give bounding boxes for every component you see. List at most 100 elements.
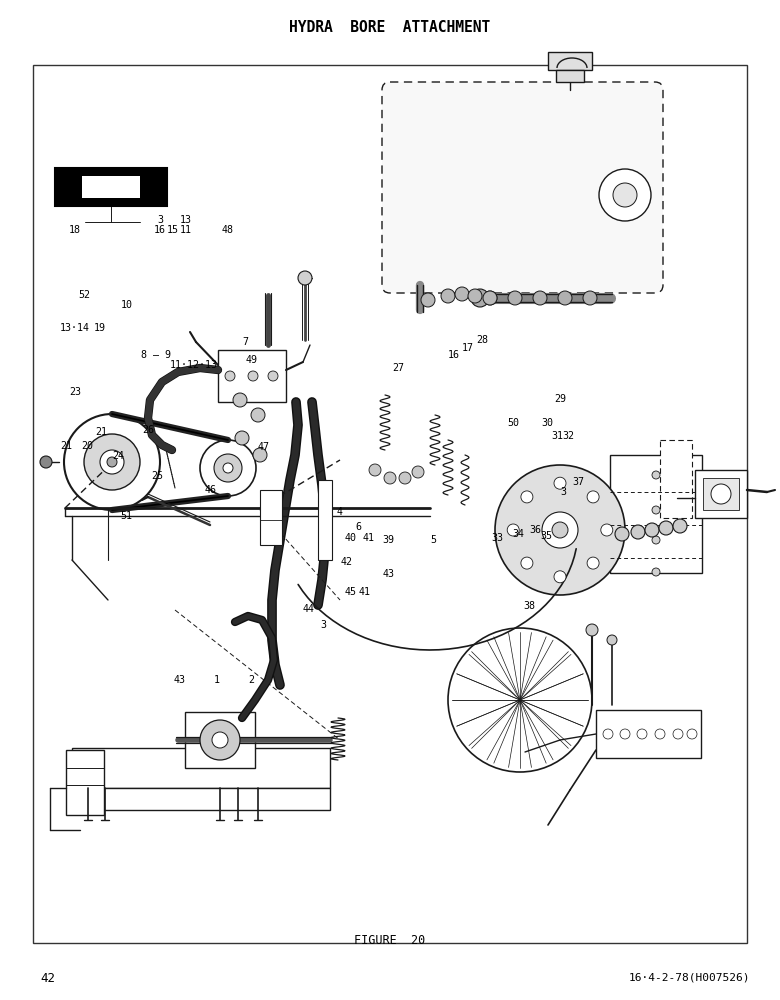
Circle shape — [607, 635, 617, 645]
Text: 43: 43 — [382, 569, 395, 579]
Circle shape — [412, 466, 424, 478]
Circle shape — [631, 525, 645, 539]
Circle shape — [455, 287, 469, 301]
Text: 37: 37 — [573, 477, 585, 487]
Circle shape — [225, 371, 235, 381]
Circle shape — [586, 624, 598, 636]
Text: 36: 36 — [529, 525, 541, 535]
Text: 49: 49 — [245, 355, 257, 365]
Circle shape — [507, 524, 519, 536]
Circle shape — [508, 291, 522, 305]
Circle shape — [251, 408, 265, 422]
Circle shape — [84, 434, 140, 490]
Bar — [260, 490, 282, 545]
Circle shape — [468, 289, 482, 303]
Circle shape — [613, 183, 637, 207]
Circle shape — [483, 291, 497, 305]
Text: HYDRA  BORE  ATTACHMENT: HYDRA BORE ATTACHMENT — [289, 20, 491, 35]
Text: 33: 33 — [491, 533, 504, 543]
Text: 39: 39 — [382, 535, 395, 545]
Circle shape — [64, 414, 160, 510]
Circle shape — [687, 729, 697, 739]
Bar — [318, 480, 332, 560]
Circle shape — [603, 729, 613, 739]
Text: 30: 30 — [541, 418, 554, 428]
Circle shape — [587, 557, 599, 569]
Circle shape — [711, 484, 731, 504]
Circle shape — [655, 729, 665, 739]
Text: 29: 29 — [554, 394, 566, 404]
Text: 31: 31 — [551, 431, 563, 441]
Text: 34: 34 — [512, 529, 525, 539]
Circle shape — [441, 289, 455, 303]
Circle shape — [652, 536, 660, 544]
Bar — [33, 65, 747, 943]
Text: 45: 45 — [345, 587, 357, 597]
Circle shape — [542, 512, 578, 548]
Circle shape — [558, 291, 572, 305]
Text: 17: 17 — [462, 343, 474, 353]
Circle shape — [533, 291, 547, 305]
Text: 24: 24 — [112, 451, 125, 461]
Circle shape — [268, 371, 278, 381]
Circle shape — [673, 729, 683, 739]
Text: 18: 18 — [69, 225, 81, 235]
Text: 15: 15 — [167, 225, 179, 235]
Circle shape — [471, 289, 489, 307]
Bar — [695, 470, 747, 518]
Text: 13·14: 13·14 — [60, 323, 90, 333]
Text: 28: 28 — [476, 335, 488, 345]
Text: 51: 51 — [120, 511, 133, 521]
Circle shape — [554, 571, 566, 583]
Bar — [660, 440, 692, 518]
Circle shape — [421, 293, 435, 307]
Text: 3: 3 — [157, 215, 163, 225]
Circle shape — [448, 628, 592, 772]
Circle shape — [652, 568, 660, 576]
Bar — [66, 750, 104, 815]
Circle shape — [521, 491, 533, 503]
Text: 50: 50 — [507, 418, 519, 428]
Text: 16·4-2-78(H007526): 16·4-2-78(H007526) — [629, 973, 750, 983]
Circle shape — [552, 522, 568, 538]
Text: 41: 41 — [359, 587, 371, 597]
Text: 44: 44 — [302, 604, 314, 614]
Circle shape — [100, 450, 124, 474]
Text: 3: 3 — [560, 487, 566, 497]
Circle shape — [583, 291, 597, 305]
Bar — [185, 712, 255, 768]
Text: FIGURE  20: FIGURE 20 — [354, 934, 426, 946]
Circle shape — [645, 523, 659, 537]
Text: 1: 1 — [214, 675, 220, 685]
Circle shape — [399, 472, 411, 484]
Text: 2: 2 — [248, 675, 254, 685]
Circle shape — [298, 271, 312, 285]
Circle shape — [620, 729, 630, 739]
Circle shape — [223, 463, 233, 473]
Circle shape — [483, 291, 497, 305]
Text: 27: 27 — [392, 363, 404, 373]
Text: 8 – 9: 8 – 9 — [141, 350, 171, 360]
Text: 52: 52 — [78, 290, 90, 300]
Circle shape — [235, 431, 249, 445]
Text: 25: 25 — [151, 471, 164, 481]
Bar — [72, 788, 330, 810]
Text: 40: 40 — [345, 533, 357, 543]
Circle shape — [587, 491, 599, 503]
Bar — [596, 710, 701, 758]
Circle shape — [107, 457, 117, 467]
Text: 16: 16 — [154, 225, 166, 235]
Circle shape — [659, 521, 673, 535]
Circle shape — [214, 454, 242, 482]
Text: 20: 20 — [81, 441, 94, 451]
Bar — [218, 350, 286, 402]
FancyBboxPatch shape — [382, 82, 663, 293]
Circle shape — [615, 527, 629, 541]
Text: 47: 47 — [257, 442, 270, 452]
Text: 4: 4 — [336, 507, 342, 517]
Text: 3: 3 — [321, 620, 327, 630]
Text: 32: 32 — [562, 431, 574, 441]
Circle shape — [495, 465, 625, 595]
Circle shape — [652, 471, 660, 479]
Circle shape — [253, 448, 267, 462]
